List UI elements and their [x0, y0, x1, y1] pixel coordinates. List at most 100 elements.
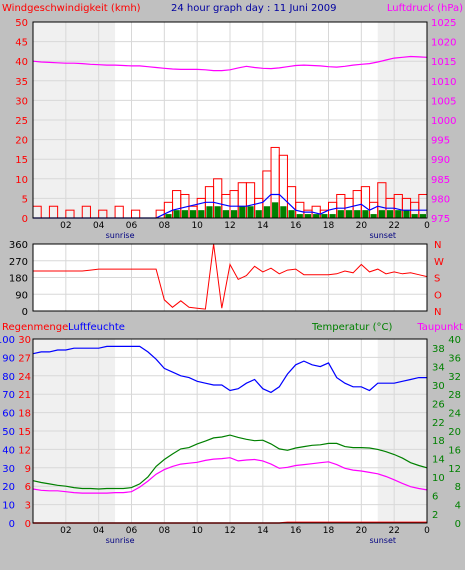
humidity-tick-label: 60: [2, 409, 15, 420]
wind-tick-label: 30: [15, 96, 28, 107]
x-tick-label: 10: [191, 526, 203, 536]
humidity-tick-label: 90: [2, 353, 15, 364]
temperature-tick-label: 4: [455, 501, 461, 512]
dewpoint-axis-title: Taupunkt: [416, 322, 463, 333]
wind-average-bar: [304, 214, 312, 218]
x-tick-label: 04: [93, 526, 105, 536]
wind-axis-title: Windgeschwindigkeit (kmh): [2, 3, 141, 14]
x-tick-label: 08: [159, 221, 171, 231]
x-tick-label: 14: [257, 526, 269, 536]
x-tick-label: 14: [257, 221, 269, 231]
compass-tick-label: N: [434, 307, 441, 318]
x-tick-label: 02: [60, 221, 71, 231]
x-tick-label: 12: [224, 221, 235, 231]
temperature-tick-label: 32: [448, 372, 461, 383]
temperature-minor-tick-label: 10: [432, 473, 445, 484]
wind-average-bar: [419, 214, 426, 218]
x-tick-label: 06: [126, 221, 138, 231]
rain-tick-label: 6: [25, 482, 31, 493]
temperature-minor-tick-label: 38: [432, 344, 445, 355]
wind-average-bar: [165, 214, 172, 218]
temperature-tick-label: 24: [448, 409, 461, 420]
temperature-minor-tick-label: 18: [432, 436, 445, 447]
temperature-tick-label: 36: [448, 353, 461, 364]
direction-tick-label: 90: [15, 290, 28, 301]
wind-average-bar: [173, 210, 180, 218]
humidity-tick-label: 70: [2, 390, 15, 401]
temperature-tick-label: 0: [455, 519, 461, 530]
rain-tick-label: 21: [18, 390, 31, 401]
humidity-line: [32, 345, 427, 394]
pressure-tick-label: 985: [431, 175, 450, 186]
wind-average-bar: [214, 206, 221, 218]
pressure-tick-label: 1025: [431, 18, 456, 29]
pressure-tick-label: 980: [431, 194, 450, 205]
wind-average-bar: [386, 210, 394, 218]
temperature-humidity-panel: 0102030405060708090100036912151821242730…: [0, 335, 461, 545]
rain-tick-label: 30: [18, 335, 31, 346]
temperature-tick-label: 12: [448, 464, 461, 475]
rain-tick-label: 27: [18, 353, 31, 364]
wind-tick-label: 0: [22, 214, 28, 225]
wind-average-bar: [362, 210, 369, 218]
dewpoint-line: [32, 457, 428, 494]
x-tick-label: 10: [191, 221, 203, 231]
humidity-tick-label: 0: [9, 519, 15, 530]
wind-average-bar: [189, 210, 197, 218]
wind-tick-label: 10: [15, 175, 28, 186]
wind-average-bar: [288, 210, 295, 218]
wind-average-bar: [280, 206, 287, 218]
rain-tick-label: 15: [18, 427, 31, 438]
x-tick-label: 12: [224, 526, 235, 536]
direction-line: [33, 243, 428, 310]
rain-tick-label: 3: [25, 501, 31, 512]
pressure-tick-label: 1020: [431, 38, 456, 49]
rain-tick-label: 12: [18, 445, 31, 456]
wind-tick-label: 35: [15, 77, 28, 88]
compass-tick-label: O: [434, 290, 442, 301]
humidity-tick-label: 40: [2, 445, 15, 456]
x-tick-label: 18: [323, 221, 335, 231]
pressure-axis-title: Luftdruck (hPa): [387, 3, 463, 14]
rain-axis-title: Regenmenge: [2, 322, 68, 333]
compass-tick-label: W: [434, 257, 444, 268]
pressure-tick-label: 1010: [431, 77, 456, 88]
wind-average-bar: [370, 214, 377, 218]
temperature-minor-tick-label: 2: [432, 510, 438, 521]
humidity-tick-label: 80: [2, 372, 15, 383]
x-tick-label: 20: [356, 221, 368, 231]
x-tick-label: 16: [290, 526, 302, 536]
wind-average-bar: [222, 210, 229, 218]
pressure-tick-label: 1015: [431, 57, 456, 68]
wind-pressure-panel: 0510152025303540455097598098599099510001…: [15, 18, 456, 240]
compass-tick-label: N: [434, 240, 441, 251]
wind-average-bar: [272, 202, 279, 218]
pressure-tick-label: 1000: [431, 116, 456, 127]
pressure-tick-label: 975: [431, 214, 450, 225]
humidity-tick-label: 30: [2, 464, 15, 475]
temperature-minor-tick-label: 34: [432, 363, 445, 374]
x-tick-label: 22: [388, 526, 399, 536]
wind-average-bar: [329, 214, 336, 218]
wind-tick-label: 40: [15, 57, 28, 68]
temperature-tick-label: 40: [448, 335, 461, 346]
wind-average-bar: [181, 210, 188, 218]
wind-average-bar: [247, 206, 254, 218]
temperature-line: [32, 434, 428, 490]
wind-average-bar: [345, 210, 353, 218]
x-tick-label: 02: [60, 526, 71, 536]
pressure-tick-label: 995: [431, 136, 450, 147]
wind-average-bar: [378, 210, 385, 218]
wind-tick-label: 15: [15, 155, 28, 166]
rain-tick-label: 18: [18, 409, 31, 420]
pressure-line: [32, 55, 428, 72]
wind-average-bar: [296, 214, 303, 218]
x-tick-label: 08: [159, 526, 171, 536]
temperature-minor-tick-label: 22: [432, 418, 445, 429]
rain-tick-label: 0: [25, 519, 31, 530]
humidity-axis-title: Luftfeuchte: [68, 322, 125, 333]
direction-tick-label: 180: [9, 274, 28, 285]
sun-marker-label: sunset: [369, 231, 396, 240]
x-tick-label: 06: [126, 526, 138, 536]
